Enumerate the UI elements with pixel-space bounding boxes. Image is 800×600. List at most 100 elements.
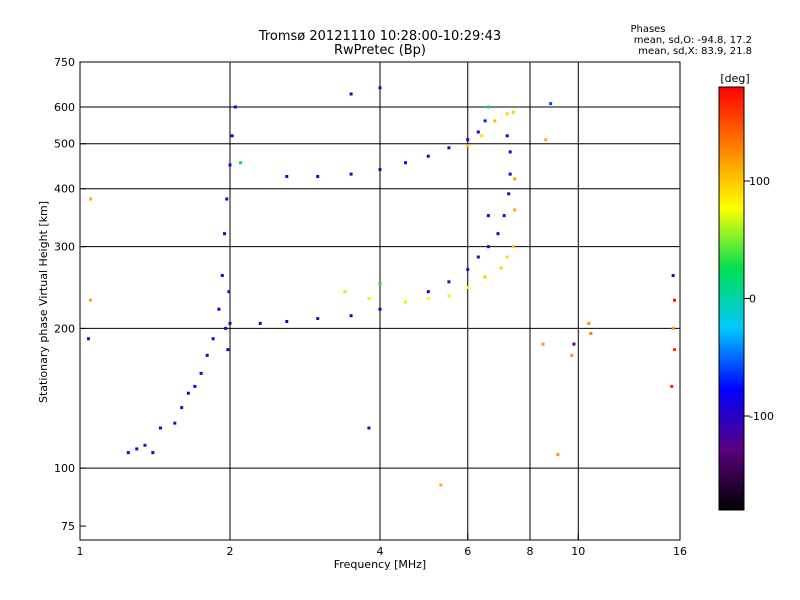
data-point xyxy=(378,167,382,171)
x-axis-label: Frequency [MHz] xyxy=(334,558,426,571)
data-point xyxy=(426,154,430,158)
stats-heading: Phases xyxy=(630,24,665,35)
x-tick-label: 16 xyxy=(673,545,687,558)
y-tick-label: 75 xyxy=(61,520,75,533)
data-point xyxy=(505,255,509,259)
data-point xyxy=(486,214,490,218)
grid-lines xyxy=(80,62,680,540)
data-point xyxy=(143,443,147,447)
data-point xyxy=(587,321,591,325)
data-point xyxy=(511,110,515,114)
data-point xyxy=(486,245,490,249)
data-point xyxy=(349,172,353,176)
data-point xyxy=(285,319,289,323)
data-point xyxy=(403,300,407,304)
data-point xyxy=(173,421,177,425)
data-point xyxy=(89,197,93,201)
data-point xyxy=(349,314,353,318)
chart-subtitle: RwPretec (Bp) xyxy=(334,43,426,58)
data-point xyxy=(513,177,517,181)
y-tick-label: 600 xyxy=(54,101,75,114)
colorbar xyxy=(718,86,745,511)
axis-ticks: 1 2 4 6 8 10 16 75 100 200 300 400 500 600 750 xyxy=(54,56,687,558)
y-axis-label: Stationary phase Virtual Height [km] xyxy=(37,201,50,403)
data-point xyxy=(367,296,371,300)
data-point xyxy=(186,391,190,395)
data-point xyxy=(158,426,162,430)
data-point xyxy=(343,290,347,294)
data-point xyxy=(403,161,407,165)
data-point xyxy=(378,307,382,311)
colorbar-tick-label: 100 xyxy=(749,175,770,188)
data-point xyxy=(499,266,503,270)
data-point xyxy=(126,451,130,455)
data-point xyxy=(673,348,677,352)
data-point xyxy=(205,353,209,357)
stats-line-o: mean, sd,O: -94.8, 17.2 xyxy=(634,35,752,46)
data-point xyxy=(225,197,229,201)
data-point xyxy=(258,321,262,325)
colorbar-tick-label: 0 xyxy=(749,293,756,306)
data-point xyxy=(89,298,93,302)
data-point xyxy=(439,483,443,487)
data-point xyxy=(671,326,675,330)
y-tick-label: 300 xyxy=(54,241,75,254)
data-point xyxy=(211,337,215,341)
data-point xyxy=(217,307,221,311)
data-point xyxy=(378,281,382,285)
data-point xyxy=(86,337,90,341)
data-point xyxy=(227,290,231,294)
data-point xyxy=(466,286,470,290)
data-point xyxy=(239,161,243,165)
data-point xyxy=(476,255,480,259)
y-tick-label: 100 xyxy=(54,462,75,475)
x-tick-label: 10 xyxy=(571,545,585,558)
data-point xyxy=(589,332,593,336)
y-tick-label: 200 xyxy=(54,322,75,335)
data-points xyxy=(86,86,677,487)
x-tick-label: 8 xyxy=(527,545,534,558)
data-point xyxy=(480,134,484,138)
chart-title: Tromsø 20121110 10:28:00-10:29:43 xyxy=(258,29,501,44)
data-point xyxy=(228,163,232,167)
data-point xyxy=(466,267,470,271)
y-tick-label: 750 xyxy=(54,56,75,69)
data-point xyxy=(671,274,675,278)
data-point xyxy=(466,144,470,148)
data-point xyxy=(511,245,515,249)
data-point xyxy=(447,294,451,298)
data-point xyxy=(570,353,574,357)
data-point xyxy=(285,174,289,178)
data-point xyxy=(496,232,500,236)
data-point xyxy=(220,274,224,278)
data-point xyxy=(426,290,430,294)
x-tick-label: 6 xyxy=(464,545,471,558)
data-point xyxy=(316,174,320,178)
data-point xyxy=(556,452,560,456)
data-point xyxy=(505,112,509,116)
data-point xyxy=(505,134,509,138)
data-point xyxy=(180,406,184,410)
data-point xyxy=(673,298,677,302)
data-point xyxy=(199,371,203,375)
data-point xyxy=(466,138,470,142)
data-point xyxy=(670,384,674,388)
x-tick-label: 4 xyxy=(377,545,384,558)
data-point xyxy=(508,172,512,176)
stats-line-x: mean, sd,X: 83.9, 21.8 xyxy=(638,46,752,57)
data-point xyxy=(316,317,320,321)
data-point xyxy=(426,296,430,300)
y-tick-label: 400 xyxy=(54,183,75,196)
data-point xyxy=(549,102,553,106)
data-point xyxy=(447,280,451,284)
data-point xyxy=(541,342,545,346)
colorbar-ticks: 100 0 -100 xyxy=(744,175,774,423)
data-point xyxy=(230,134,234,138)
x-tick-label: 1 xyxy=(77,545,84,558)
data-point xyxy=(135,447,139,451)
colorbar-tick-label: -100 xyxy=(749,410,774,423)
data-point xyxy=(233,105,237,109)
data-point xyxy=(349,92,353,96)
data-point xyxy=(476,130,480,134)
data-point xyxy=(367,426,371,430)
